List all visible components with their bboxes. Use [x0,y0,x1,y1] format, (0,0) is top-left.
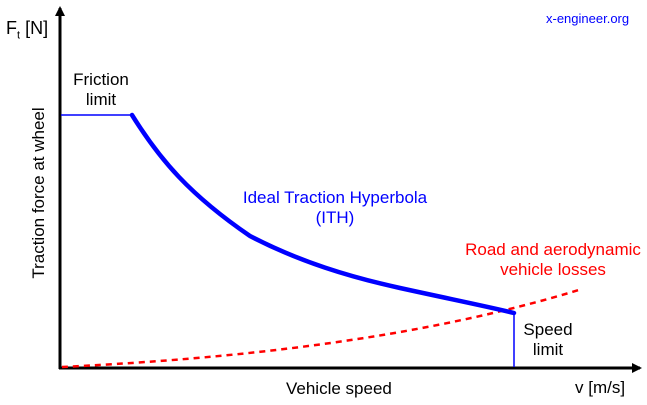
speed-label-line2: limit [532,340,564,360]
x-axis-label: Vehicle speed [286,379,392,398]
friction-label-line2: limit [85,90,117,110]
y-axis-symbol: Ft [N] [6,18,48,43]
ith-label-line1: Ideal Traction Hyperbola [242,188,428,207]
ith-curve [129,112,517,316]
y-unit: [N] [25,18,49,38]
losses-label-line2: vehicle losses [500,260,606,280]
losses-label: Road and aerodynamic vehicle losses [455,240,647,281]
speed-label-line1: Speed [523,320,573,339]
losses-label-line1: Road and aerodynamic [465,240,641,259]
friction-limit-label: Friction limit [66,70,136,111]
y-axis-label: Traction force at wheel [29,107,48,279]
y-symbol: F [6,18,17,38]
friction-label-line1: Friction [73,70,129,89]
ith-label-line2: (ITH) [315,208,355,228]
y-subscript: t [17,29,21,42]
watermark-link: x-engineer.org [546,11,630,26]
speed-limit-label: Speed limit [518,320,578,361]
losses-curve [61,287,583,369]
ith-label: Ideal Traction Hyperbola (ITH) [220,188,450,229]
x-axis-symbol: v [m/s] [575,378,626,397]
